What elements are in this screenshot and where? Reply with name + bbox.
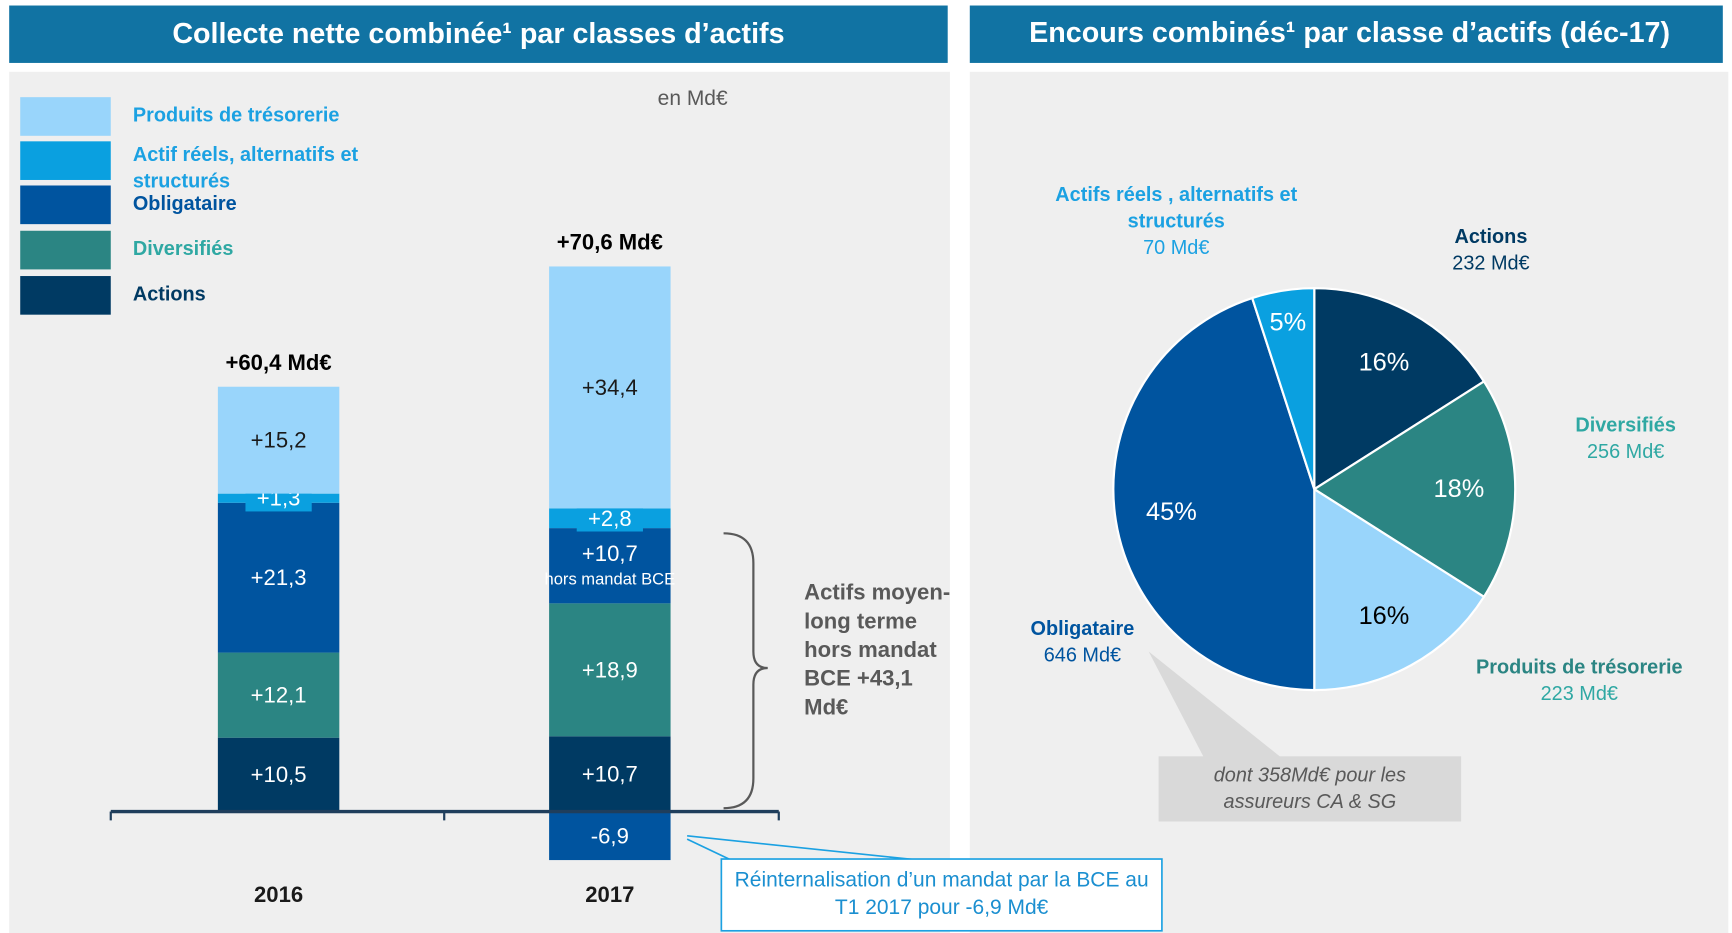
unit-label: en Md€ (658, 87, 728, 110)
pie-category-label-box: Produits de trésorerie 223 Md€ (1476, 655, 1683, 705)
pie-category-label: Diversifiés (1575, 414, 1676, 437)
pie-percent: 45% (1146, 498, 1197, 526)
callout-text: Réinternalisation d’un mandat par la BCE… (734, 868, 1149, 920)
legend-label: Actions (132, 282, 206, 305)
segment-label: +15,2 (251, 428, 307, 453)
annotation-box (1158, 756, 1462, 822)
bar-segment (217, 737, 340, 812)
callout-line (687, 835, 920, 861)
segment-label: +10,7 (582, 761, 638, 786)
segment-label: +2,8 (588, 506, 632, 531)
legend-swatch (20, 230, 111, 270)
bar-segment (549, 736, 671, 812)
bar-segment (549, 528, 671, 604)
legend-swatch (20, 97, 111, 136)
pie-annotation: dont 358Md€ pour les assureurs CA & SG (1213, 764, 1406, 813)
callout-box (720, 858, 1163, 932)
segment-label: +10,7 (582, 541, 638, 566)
pie-category-label: Obligataire (1030, 617, 1135, 640)
legend-label-box: Obligataire (132, 192, 237, 215)
bracket (723, 532, 768, 810)
pie-amount: 256 Md€ (1586, 440, 1665, 463)
segment-label: +10,5 (251, 762, 307, 787)
pie-amount: 646 Md€ (1043, 643, 1122, 666)
segment-label: +34,4 (582, 375, 638, 400)
segment-label: +21,3 (251, 565, 307, 590)
annotation-pointer (1148, 651, 1282, 758)
pie-category-label: Produits de trésorerie (1476, 655, 1683, 678)
pie-category-label-box: Obligataire 646 Md€ (1030, 617, 1135, 666)
legend-label: Obligataire (132, 192, 237, 215)
bar-segment (549, 603, 671, 737)
pie-percent: 16% (1359, 348, 1410, 376)
callout-text-box: Réinternalisation d’un mandat par la BCE… (734, 868, 1149, 920)
pie-slice (1312, 379, 1517, 599)
bar-segment (217, 386, 340, 494)
legend-label-box: Diversifiés (132, 237, 234, 260)
pie-percent: 5% (1270, 308, 1307, 336)
pie-slice (1313, 487, 1486, 692)
left-panel (9, 71, 950, 933)
bar-segment (217, 502, 340, 653)
pie-slice (1313, 287, 1486, 492)
legend-label-box: Actif réels, alternatifs et structurés (132, 143, 359, 193)
legend-swatch (20, 185, 111, 225)
total-label: +60,4 Md€ (226, 350, 332, 375)
pie-amount: 70 Md€ (1143, 236, 1210, 259)
segment-label: +18,9 (582, 657, 638, 682)
bar-segment (217, 652, 340, 738)
pie-category-label-box: Diversifiés 256 Md€ (1575, 414, 1676, 463)
legend-label-box: Produits de trésorerie (132, 103, 340, 126)
callout-line (686, 838, 732, 861)
pie-category-label-box: Actions 232 Md€ (1452, 225, 1530, 274)
legend-label: Diversifiés (132, 237, 234, 260)
bracket-annotation-box: Actifs moyen-long terme hors mandat BCE … (804, 580, 951, 720)
total-label: +70,6 Md€ (557, 230, 663, 255)
right-header (969, 5, 1723, 63)
legend-label: Actif réels, alternatifs et structurés (132, 143, 359, 193)
segment-note: hors mandat BCE (545, 569, 676, 588)
legend-label: Produits de trésorerie (132, 103, 340, 126)
pie-category-label-box: Actifs réels , alternatifs et structurés… (1055, 183, 1298, 259)
x-tick-label: 2017 (585, 882, 634, 907)
pie-percent: 18% (1434, 475, 1485, 503)
pie-percent: 16% (1359, 602, 1410, 630)
segment-label: +12,1 (251, 683, 307, 708)
pie-slice (1112, 296, 1316, 692)
x-tick-label: 2016 (254, 882, 303, 907)
legend-swatch (20, 276, 111, 315)
bar-segment (549, 266, 671, 509)
pie-amount: 232 Md€ (1452, 251, 1530, 274)
left-header (9, 5, 948, 63)
pie-category-label: Actions (1454, 225, 1528, 248)
pie-amount: 223 Md€ (1540, 682, 1618, 705)
negative-label: -6,9 (591, 823, 629, 848)
legend-swatch (20, 141, 111, 180)
right-title: Encours combinés¹ par classe d’actifs (d… (1029, 17, 1670, 49)
left-title: Collecte nette combinée¹ par classes d’a… (172, 18, 784, 50)
bar-negative (549, 811, 671, 861)
pie-slice (1250, 287, 1316, 490)
bracket-annotation: Actifs moyen-long terme hors mandat BCE … (804, 580, 951, 720)
label-bg (576, 505, 643, 532)
pie-annotation-box: dont 358Md€ pour les assureurs CA & SG (1213, 764, 1406, 813)
pie-category-label: Actifs réels , alternatifs et structurés (1055, 183, 1298, 232)
legend-label-box: Actions (132, 282, 206, 305)
